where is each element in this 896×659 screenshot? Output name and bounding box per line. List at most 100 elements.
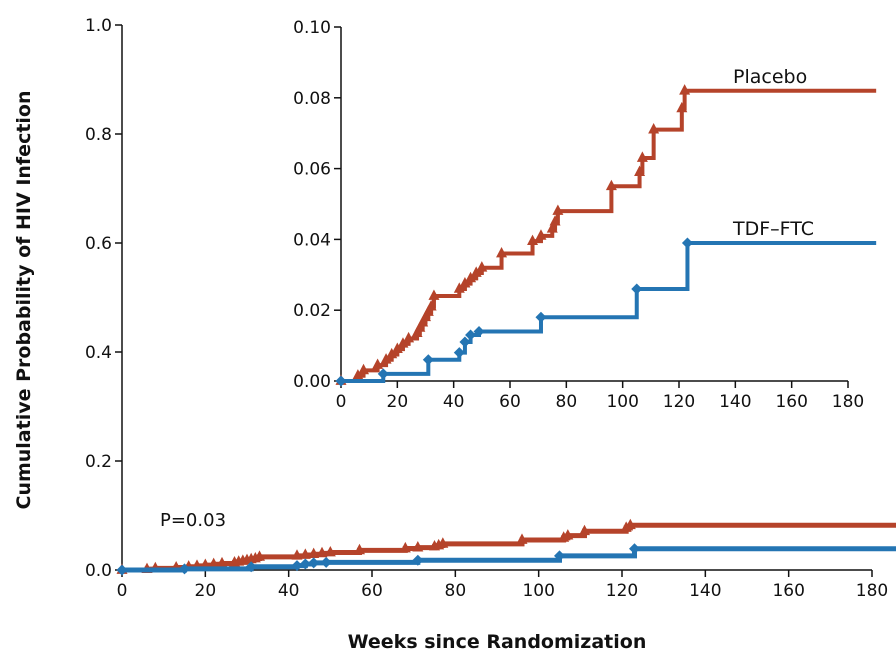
inset-tdf-marker	[681, 237, 693, 249]
inset-placebo-marker	[535, 229, 547, 240]
main-x-tick-label: 0	[117, 581, 128, 601]
inset-placebo-marker	[470, 266, 482, 277]
inset-x-tick-label: 100	[606, 392, 638, 412]
main-placebo-marker	[399, 541, 411, 553]
inset-placebo-marker	[397, 337, 409, 348]
main-placebo-marker	[199, 558, 211, 569]
inset-placebo-marker	[428, 289, 440, 300]
main-tdf-marker	[554, 550, 565, 562]
inset-placebo-marker	[380, 353, 392, 364]
tdf-ftc-series-label: TDF–FTC	[732, 218, 814, 240]
inset-placebo-marker	[634, 165, 646, 176]
inset-tdf-marker	[465, 329, 477, 341]
inset-y-tick-label: 0.00	[293, 372, 331, 392]
main-x-tick-label: 60	[361, 581, 383, 601]
main-tdf-marker	[320, 556, 332, 568]
x-axis-title: Weeks since Randomization	[348, 631, 647, 653]
main-y-tick-label: 0.0	[85, 561, 112, 581]
main-tdf-marker	[116, 564, 128, 576]
inset-tdf-marker	[453, 347, 465, 359]
inset-tdf-marker	[377, 368, 389, 380]
main-y-tick-label: 0.6	[85, 234, 112, 254]
main-tdf-marker	[299, 558, 311, 570]
inset-x-tick-label: 180	[832, 392, 864, 412]
main-placebo-marker	[208, 557, 220, 569]
main-x-tick-label: 140	[689, 581, 721, 601]
main-x-tick-label: 160	[772, 581, 804, 601]
main-x-tick-label: 20	[195, 581, 217, 601]
main-placebo-marker	[254, 550, 265, 561]
inset-placebo-marker	[352, 369, 364, 380]
inset-placebo-marker	[527, 234, 539, 246]
main-series	[116, 518, 896, 576]
inset-placebo-marker	[496, 246, 508, 258]
inset-placebo-marker	[420, 310, 431, 322]
inset-tdf-marker	[631, 283, 643, 295]
main-placebo-marker	[299, 548, 311, 559]
main-tdf-marker	[629, 543, 640, 555]
main-placebo-marker	[216, 556, 228, 568]
inset-placebo-marker	[459, 277, 471, 288]
inset-axes: 0.00 0.02 0.04 0.06 0.08 0.10 0 20 40 60 80 100 120 1…	[293, 18, 864, 412]
main-placebo-marker	[516, 533, 528, 544]
main-x-tick-label: 180	[856, 581, 888, 601]
main-tdf-marker	[245, 561, 257, 573]
inset-placebo-marker	[549, 215, 561, 226]
inset-y-tick-label: 0.04	[293, 230, 331, 250]
main-y-tick-label: 0.4	[85, 343, 112, 363]
main-x-tick-label: 80	[445, 581, 467, 601]
main-tdf-marker	[308, 557, 320, 569]
inset-placebo-marker	[358, 363, 370, 375]
p-value-annotation: P=0.03	[160, 510, 226, 531]
placebo-series-label: Placebo	[733, 66, 807, 88]
main-axes: 0.0 0.2 0.4 0.6 0.8 1.0 0 20 40 60 80 100 120 140 160 1…	[85, 16, 888, 601]
main-placebo-marker	[562, 529, 574, 540]
main-placebo-marker	[437, 537, 449, 548]
inset-tdf-line	[341, 240, 877, 383]
inset-x-tick-label: 140	[719, 392, 751, 412]
main-x-tick-label: 120	[606, 581, 638, 601]
main-y-tick-label: 1.0	[85, 16, 112, 36]
inset-placebo-marker	[679, 84, 691, 95]
main-tdf-marker	[179, 563, 190, 575]
inset-y-tick-label: 0.06	[293, 160, 331, 180]
main-placebo-marker	[324, 545, 336, 557]
inset-placebo-marker	[386, 347, 398, 359]
inset-placebo-marker	[414, 321, 426, 332]
main-y-tick-label: 0.2	[85, 452, 112, 472]
inset-x-tick-label: 60	[499, 392, 521, 412]
inset-placebo-marker	[417, 315, 429, 327]
inset-tdf-marker	[422, 354, 434, 366]
inset-x-tick-label: 20	[387, 392, 409, 412]
main-tdf-marker	[291, 560, 303, 572]
inset-placebo-marker	[391, 342, 403, 353]
inset-placebo-marker	[636, 151, 648, 162]
inset-series	[335, 84, 877, 387]
main-x-tick-label: 100	[522, 581, 554, 601]
main-placebo-marker	[579, 524, 590, 536]
main-placebo-marker	[291, 549, 303, 560]
inset-placebo-marker	[605, 179, 617, 191]
inset-placebo-marker	[476, 261, 488, 272]
inset-x-tick-label: 120	[663, 392, 695, 412]
inset-tdf-marker	[459, 336, 471, 348]
inset-placebo-marker	[676, 101, 688, 113]
inset-placebo-marker	[546, 222, 558, 233]
inset-placebo-marker	[552, 204, 564, 215]
inset-x-tick-label: 160	[775, 392, 807, 412]
inset-x-tick-label: 40	[443, 392, 465, 412]
inset-placebo-marker	[453, 282, 465, 293]
main-placebo-marker	[354, 543, 365, 555]
inset-placebo-marker	[422, 305, 434, 316]
inset-tdf-marker	[335, 375, 347, 387]
inset-tdf-marker	[473, 325, 485, 337]
y-axis-title: Cumulative Probability of HIV Infection	[13, 90, 35, 509]
inset-y-tick-label: 0.08	[293, 89, 331, 109]
inset-placebo-marker	[648, 123, 660, 134]
inset-placebo-marker	[425, 300, 437, 311]
inset-tdf-marker	[535, 311, 547, 323]
main-placebo-marker	[316, 546, 328, 558]
main-tdf-marker	[412, 554, 424, 566]
inset-placebo-marker	[372, 358, 384, 369]
